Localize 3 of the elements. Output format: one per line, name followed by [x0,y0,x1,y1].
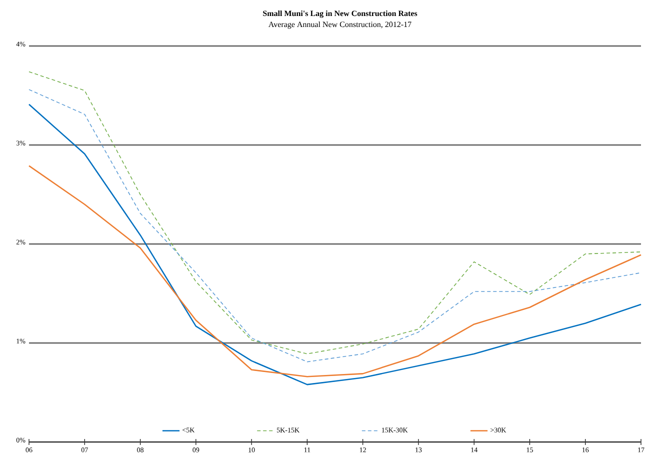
chart-subtitle: Average Annual New Construction, 2012-17 [268,21,412,29]
line-series [28,165,642,378]
chart-title: Small Muni's Lag in New Construction Rates [263,10,418,18]
